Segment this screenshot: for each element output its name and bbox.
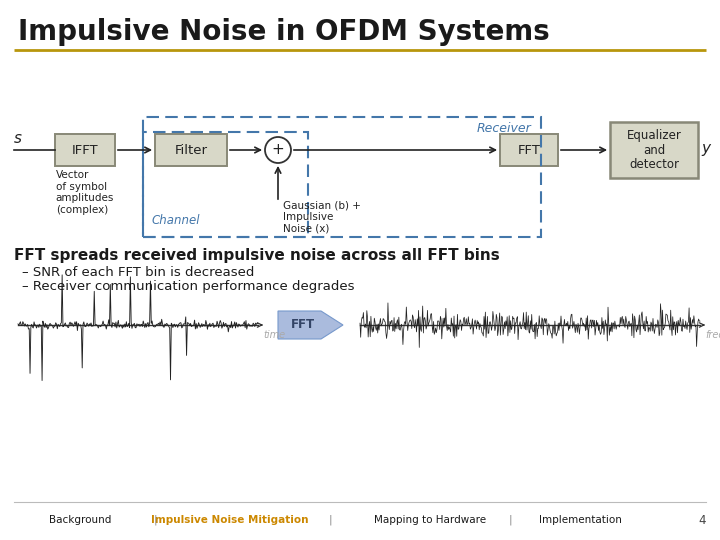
Text: Background: Background <box>49 515 111 525</box>
Text: FFT: FFT <box>518 144 541 157</box>
Text: +: + <box>271 142 284 157</box>
Text: frequency: frequency <box>705 330 720 340</box>
Bar <box>500 134 558 166</box>
Text: 4: 4 <box>698 514 706 526</box>
Text: Vector
of symbol
amplitudes
(complex): Vector of symbol amplitudes (complex) <box>56 170 114 215</box>
Text: |: | <box>153 515 157 525</box>
Text: Filter: Filter <box>174 144 207 157</box>
Bar <box>55 134 115 166</box>
Text: Impulsive Noise Mitigation: Impulsive Noise Mitigation <box>151 515 309 525</box>
Text: Equalizer
and
detector: Equalizer and detector <box>626 129 681 172</box>
Text: – Receiver communication performance degrades: – Receiver communication performance deg… <box>22 280 354 293</box>
Text: s: s <box>14 131 22 146</box>
Text: FFT spreads received impulsive noise across all FFT bins: FFT spreads received impulsive noise acr… <box>14 248 500 263</box>
Text: Mapping to Hardware: Mapping to Hardware <box>374 515 486 525</box>
Text: FFT: FFT <box>290 319 315 332</box>
Text: IFFT: IFFT <box>72 144 99 157</box>
Text: Gaussian (b) +
Impulsive
Noise (x): Gaussian (b) + Impulsive Noise (x) <box>283 200 361 233</box>
Circle shape <box>265 137 291 163</box>
Text: time: time <box>263 330 285 340</box>
Text: |: | <box>328 515 332 525</box>
Bar <box>143 117 541 237</box>
Text: – SNR of each FFT bin is decreased: – SNR of each FFT bin is decreased <box>22 266 254 279</box>
Text: Receiver: Receiver <box>476 122 531 135</box>
Bar <box>610 122 698 178</box>
Bar <box>143 132 308 237</box>
Text: Impulsive Noise in OFDM Systems: Impulsive Noise in OFDM Systems <box>18 18 550 46</box>
Text: Channel: Channel <box>151 214 199 227</box>
Text: Implementation: Implementation <box>539 515 621 525</box>
Text: |: | <box>508 515 512 525</box>
Bar <box>155 134 227 166</box>
Text: y: y <box>701 140 710 156</box>
FancyArrow shape <box>278 311 343 339</box>
